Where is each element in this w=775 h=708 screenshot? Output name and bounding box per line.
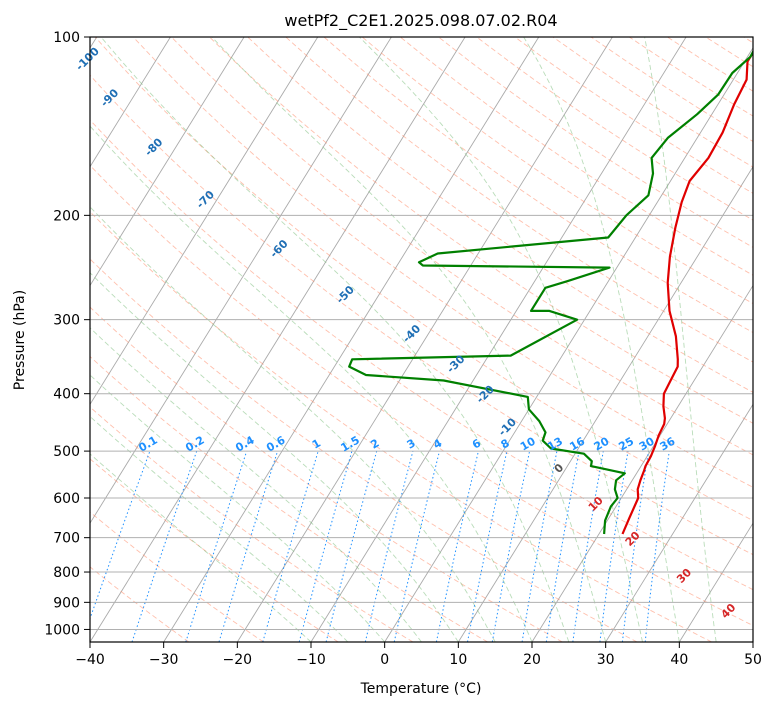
dry-adiabat-line [132, 37, 753, 488]
moist-adiabat-line [90, 415, 349, 642]
dry-adiabat-line [90, 258, 638, 642]
isotherm-line [90, 37, 319, 406]
y-tick-label: 300 [53, 313, 80, 329]
dry-adiabat-line [94, 37, 753, 522]
temperature-line [621, 50, 753, 535]
mixing-ratio-line [521, 451, 558, 642]
plot-frame [89, 36, 754, 643]
moist-adiabat-line [644, 37, 717, 642]
isotherm-line [90, 37, 392, 525]
isotherm-line [163, 37, 540, 642]
x-tick-label: 30 [597, 652, 615, 668]
moist-adiabat-line [359, 37, 643, 642]
mixing-ratio-line [393, 450, 440, 642]
x-tick-label: −30 [149, 652, 179, 668]
x-axis-ticks: −40 −30 −20 −10 0 10 20 30 40 50 [75, 642, 762, 668]
x-tick-label: −10 [296, 652, 326, 668]
dry-adiabat-line [90, 119, 753, 591]
moist-adiabat-line [90, 206, 496, 642]
mixing-ratio-line [364, 450, 414, 642]
isotherm-line [531, 284, 753, 642]
mixing-ratio-line [644, 451, 670, 642]
y-tick-label: 100 [53, 30, 80, 46]
y-tick-label: 400 [53, 387, 80, 403]
dry-adiabat-line [90, 211, 712, 642]
dry-adiabat-line [171, 37, 753, 456]
moist-adiabat-line [211, 37, 607, 642]
y-tick-label: 200 [53, 208, 80, 224]
mixing-ratio-line [491, 450, 531, 642]
moist-adiabat-line [100, 37, 570, 642]
moist-adiabat-line [90, 125, 533, 642]
pressure-gridlines [90, 37, 753, 630]
dry-adiabat-line [323, 37, 753, 333]
mixing-ratio-line [467, 450, 508, 642]
isotherm-line [236, 37, 613, 642]
dry-adiabat-line [90, 355, 488, 642]
x-tick-label: 0 [380, 652, 389, 668]
chart-title: wetPf2_C2E1.2025.098.07.02.R04 [284, 11, 557, 31]
dry-adiabat-line [90, 458, 339, 642]
x-tick-label: 50 [744, 652, 762, 668]
isotherm-line [605, 403, 753, 642]
background-lines [90, 37, 753, 642]
y-axis-label: Pressure (hPa) [12, 290, 28, 390]
isotherm-line [90, 37, 171, 168]
moist-adiabat-line [523, 37, 680, 642]
dry-adiabat-line [90, 74, 753, 556]
y-tick-label: 900 [53, 595, 80, 611]
x-tick-label: 10 [449, 652, 467, 668]
isotherm-line [384, 47, 753, 642]
mixing-ratio-line [435, 450, 479, 642]
y-axis-ticks: 100 200 300 400 500 600 700 800 900 1000 [44, 30, 90, 638]
mixing-ratio-line [90, 450, 151, 621]
x-tick-label: 40 [670, 652, 688, 668]
mixing-ratio-line [599, 451, 629, 642]
y-tick-label: 800 [53, 565, 80, 581]
moist-adiabat-line [90, 327, 422, 642]
mixing-ratio-line [325, 450, 378, 642]
x-tick-label: 20 [523, 652, 541, 668]
dry-adiabat-line [285, 37, 753, 363]
x-tick-label: −20 [223, 652, 253, 668]
moist-adiabat-line [90, 272, 459, 642]
y-tick-label: 1000 [44, 622, 80, 638]
dry-adiabat-line [90, 164, 753, 627]
plot-area [90, 37, 753, 642]
mixing-ratio-line [131, 450, 198, 642]
mixing-ratio-line [545, 451, 580, 642]
isotherm-line [90, 37, 245, 287]
y-tick-label: 700 [53, 531, 80, 547]
dry-adiabat-line [361, 37, 753, 305]
isotherm-line [457, 165, 753, 642]
dry-adiabat-line [90, 306, 563, 642]
dewpoint-line [348, 49, 753, 535]
profile-lines [348, 49, 753, 535]
isotherm-line [90, 37, 466, 642]
moist-adiabat-line [90, 374, 386, 642]
y-tick-label: 500 [53, 444, 80, 460]
x-tick-label: −40 [75, 652, 105, 668]
isotherm-line [678, 522, 753, 642]
dry-adiabat-line [90, 511, 264, 642]
y-tick-label: 600 [53, 491, 80, 507]
mixing-ratio-line [298, 450, 353, 642]
mixing-ratio-line [572, 451, 604, 642]
dry-adiabat-line [90, 406, 414, 642]
mixing-ratio-line [621, 451, 649, 642]
x-axis-label: Temperature (°C) [360, 681, 482, 697]
